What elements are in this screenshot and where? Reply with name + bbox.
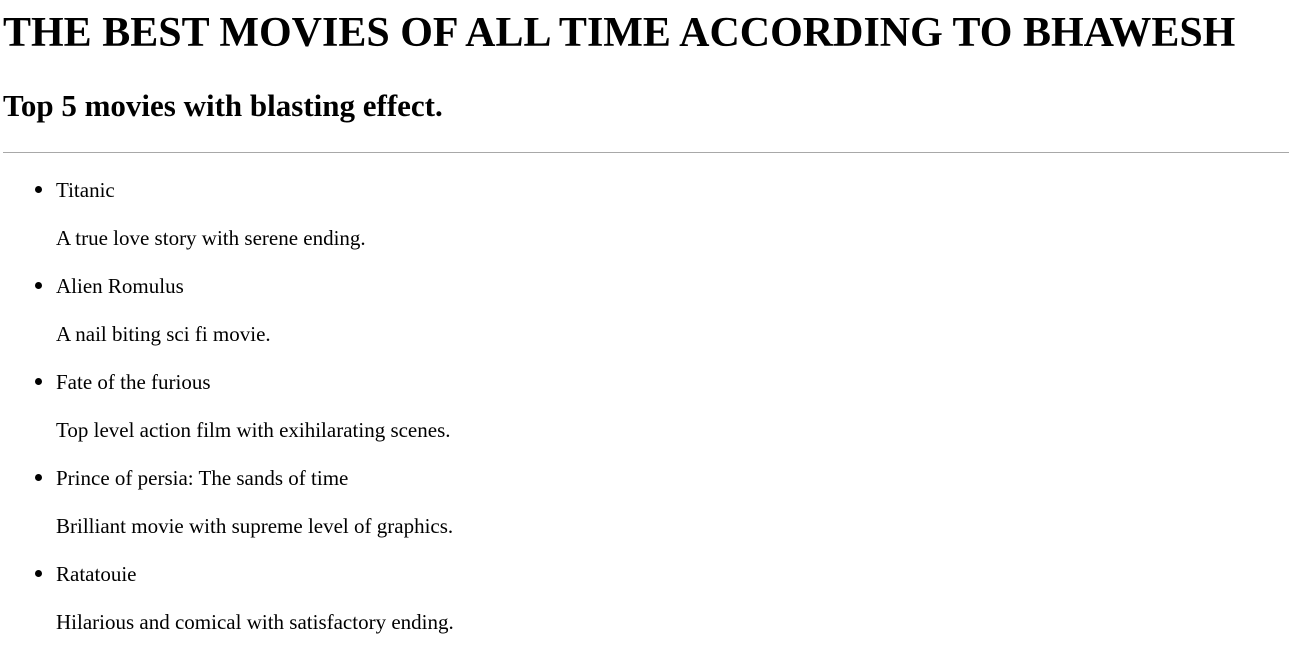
movie-name: Ratatouie bbox=[56, 562, 137, 586]
movie-name: Alien Romulus bbox=[56, 274, 184, 298]
movie-name: Titanic bbox=[56, 178, 115, 202]
movie-description: Brilliant movie with supreme level of gr… bbox=[56, 514, 454, 538]
page-subtitle: Top 5 movies with blasting effect. bbox=[3, 88, 443, 123]
bullet-icon bbox=[35, 186, 42, 193]
movie-name: Fate of the furious bbox=[56, 370, 211, 394]
bullet-icon bbox=[35, 378, 42, 385]
bullet-icon bbox=[35, 570, 42, 577]
bullet-icon bbox=[35, 282, 42, 289]
movie-description: Hilarious and comical with satisfactory … bbox=[56, 610, 454, 634]
bullet-icon bbox=[35, 474, 42, 481]
movie-description: A true love story with serene ending. bbox=[56, 226, 366, 250]
movie-name: Prince of persia: The sands of time bbox=[56, 466, 349, 490]
movie-description: Top level action film with exihilarating… bbox=[56, 418, 451, 442]
movie-description: A nail biting sci fi movie. bbox=[56, 322, 271, 346]
divider bbox=[3, 152, 1289, 153]
page-title: THE BEST MOVIES OF ALL TIME ACCORDING TO… bbox=[3, 10, 1236, 56]
